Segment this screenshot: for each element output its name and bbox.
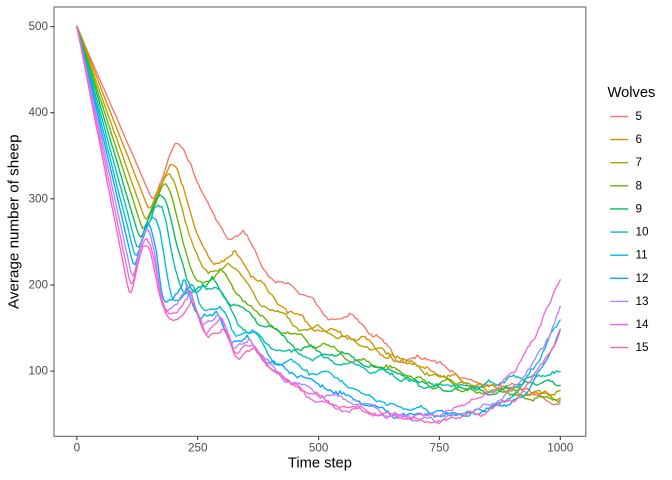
svg-text:11: 11 [636, 249, 648, 262]
svg-text:14: 14 [636, 318, 650, 331]
svg-text:15: 15 [636, 341, 650, 354]
svg-text:Average number of sheep: Average number of sheep [5, 134, 22, 308]
svg-text:Time step: Time step [288, 456, 352, 472]
svg-text:6: 6 [636, 133, 643, 146]
svg-text:9: 9 [636, 202, 643, 215]
svg-text:5: 5 [636, 110, 643, 123]
svg-text:300: 300 [28, 192, 48, 205]
svg-text:100: 100 [28, 365, 48, 378]
svg-text:400: 400 [28, 106, 48, 119]
svg-text:200: 200 [28, 279, 48, 292]
svg-text:0: 0 [74, 442, 81, 455]
svg-text:8: 8 [636, 179, 643, 192]
svg-text:750: 750 [430, 442, 450, 455]
svg-text:500: 500 [28, 20, 48, 33]
svg-text:7: 7 [636, 156, 643, 169]
svg-text:1000: 1000 [547, 442, 574, 455]
svg-text:500: 500 [309, 442, 329, 455]
svg-text:12: 12 [636, 272, 649, 285]
svg-text:10: 10 [636, 226, 650, 239]
svg-text:13: 13 [636, 295, 649, 308]
svg-text:Wolves: Wolves [608, 85, 656, 101]
svg-text:250: 250 [188, 442, 208, 455]
